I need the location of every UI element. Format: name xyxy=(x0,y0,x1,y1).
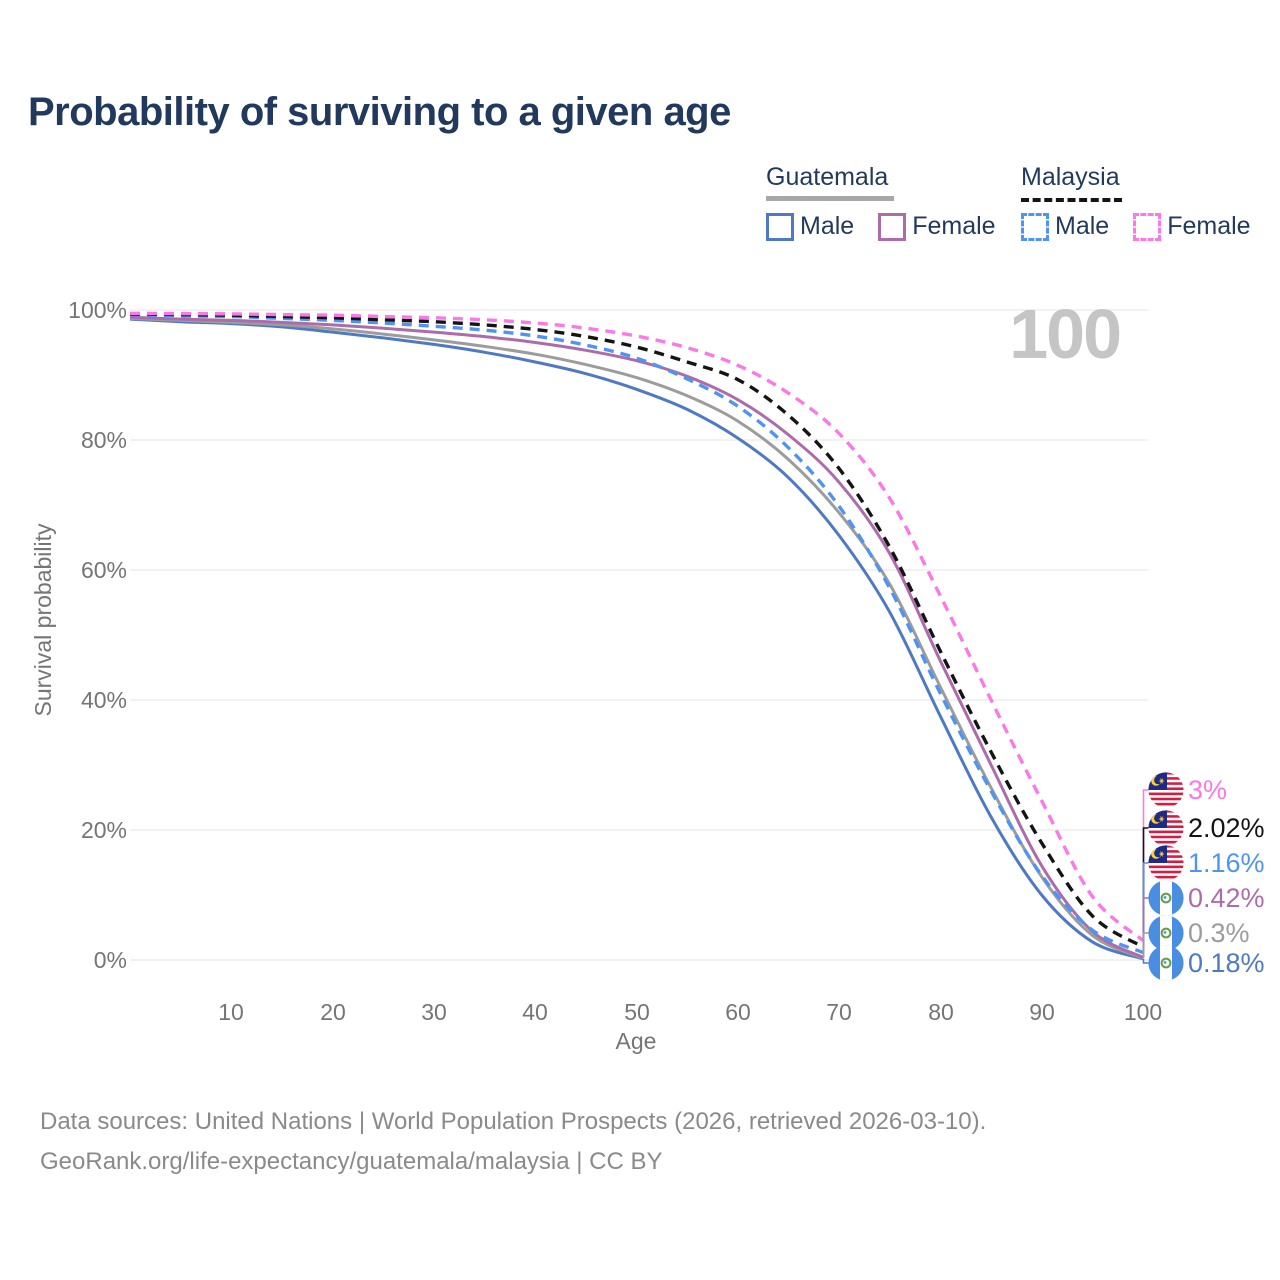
legend-item-malaysia-female[interactable]: Female xyxy=(1133,212,1251,241)
curve-malaysia-male[interactable] xyxy=(129,312,1144,955)
y-tick-80: 80% xyxy=(80,427,127,453)
attribution-line[interactable]: GeoRank.org/life-expectancy/guatemala/ma… xyxy=(40,1148,663,1175)
guatemala-flag-icon xyxy=(1148,915,1184,951)
legend-group-title: Guatemala xyxy=(766,163,889,191)
end-label-value: 0.3% xyxy=(1188,917,1250,948)
page-title: Probability of surviving to a given age xyxy=(28,90,731,134)
legend-group-guatemala: Guatemala xyxy=(766,163,894,201)
end-label-value: 3% xyxy=(1188,774,1228,805)
malaysia-female-swatch-icon xyxy=(1133,212,1162,241)
legend-item-label: Female xyxy=(912,212,996,240)
watermark-age-100: 100 xyxy=(1009,295,1122,373)
x-tick-90: 90 xyxy=(1029,999,1055,1025)
y-tick-40: 40% xyxy=(80,687,127,713)
legend-item-label: Female xyxy=(1167,212,1251,240)
y-tick-100: 100% xyxy=(68,297,127,323)
y-tick-60: 60% xyxy=(80,557,127,583)
x-tick-50: 50 xyxy=(624,999,650,1025)
end-label-value: 1.16% xyxy=(1188,847,1265,878)
end-label-value: 0.18% xyxy=(1188,947,1265,978)
legend-group-title: Malaysia xyxy=(1021,163,1120,191)
legend-item-label: Male xyxy=(800,212,855,240)
end-label-guatemala-female: 0.42% xyxy=(1148,880,1265,916)
guatemala-male-swatch-icon xyxy=(766,212,794,241)
legend-item-guatemala-male[interactable]: Male xyxy=(766,212,854,241)
end-label-connector xyxy=(1142,932,1150,958)
guatemala-flag-icon xyxy=(1148,880,1184,916)
guatemala-female-swatch-icon xyxy=(878,212,907,241)
curve-guatemala-male[interactable] xyxy=(129,317,1144,961)
x-tick-100: 100 xyxy=(1123,999,1163,1025)
legend-item-label: Male xyxy=(1055,212,1110,240)
end-label-malaysia-male: 1.16% xyxy=(1148,845,1265,881)
legend-items-guatemala: Male Female xyxy=(766,212,996,241)
curve-guatemala-female[interactable] xyxy=(129,315,1144,959)
malaysia-male-swatch-icon xyxy=(1021,212,1049,241)
end-label-guatemala-male: 0.18% xyxy=(1148,945,1265,981)
end-label-malaysia-both: 2.02% xyxy=(1148,810,1265,846)
malaysia-flag-icon xyxy=(1148,772,1184,808)
legend-item-guatemala-female[interactable]: Female xyxy=(878,212,996,241)
x-tick-60: 60 xyxy=(725,999,751,1025)
end-label-guatemala-both: 0.3% xyxy=(1148,915,1250,951)
curve-guatemala-both-sexes[interactable] xyxy=(129,316,1144,960)
x-tick-70: 70 xyxy=(826,999,852,1025)
x-tick-20: 20 xyxy=(320,999,346,1025)
curve-malaysia-both-sexes[interactable] xyxy=(129,312,1144,949)
malaysia-flag-icon xyxy=(1148,810,1184,846)
y-axis-title: Survival probability xyxy=(30,523,56,717)
data-sources-line: Data sources: United Nations | World Pop… xyxy=(40,1108,987,1135)
x-tick-30: 30 xyxy=(421,999,447,1025)
end-label-value: 2.02% xyxy=(1188,812,1265,843)
malaysia-flag-icon xyxy=(1148,845,1184,881)
guatemala-flag-icon xyxy=(1148,945,1184,981)
legend-items-malaysia: Male Female xyxy=(1021,212,1251,241)
x-tick-10: 10 xyxy=(218,999,244,1025)
legend-group-malaysia: Malaysia xyxy=(1021,163,1122,202)
y-tick-20: 20% xyxy=(80,817,127,843)
x-tick-80: 80 xyxy=(928,999,954,1025)
legend-item-malaysia-male[interactable]: Male xyxy=(1021,212,1109,241)
x-tick-40: 40 xyxy=(522,999,548,1025)
malaysia-line-style-sample xyxy=(1021,198,1122,202)
x-axis-title: Age xyxy=(615,1028,657,1054)
end-label-malaysia-female: 3% xyxy=(1148,772,1227,808)
y-tick-0: 0% xyxy=(93,947,127,973)
end-label-value: 0.42% xyxy=(1188,882,1265,913)
guatemala-line-style-sample xyxy=(766,196,894,201)
end-label-connector xyxy=(1142,958,1150,964)
curve-malaysia-female[interactable] xyxy=(129,311,1145,942)
